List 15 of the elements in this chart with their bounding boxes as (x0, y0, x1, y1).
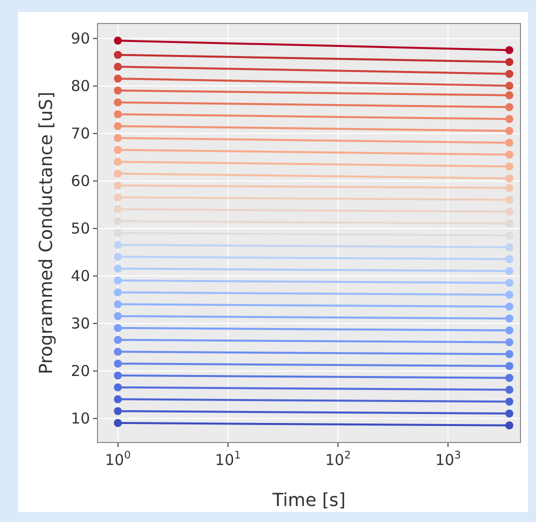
y-tick-label: 10 (70, 410, 90, 428)
y-tick-label: 70 (70, 124, 90, 142)
y-tick-label: 90 (70, 30, 90, 48)
y-axis-title: Programmed Conductance [uS] (36, 92, 57, 374)
y-tick-label: 20 (70, 362, 90, 380)
y-tick-label: 40 (70, 267, 90, 285)
x-tick-label: 10$^{0}$ (104, 450, 131, 469)
x-axis-title: Time [s] (271, 490, 346, 511)
x-tick-label: 10$^{2}$ (325, 450, 351, 469)
y-tick-label: 30 (70, 314, 90, 332)
y-tick-label: 60 (70, 172, 90, 190)
y-tick-label: 80 (70, 77, 90, 95)
x-tick-label: 10$^{3}$ (435, 450, 461, 469)
y-tick-label: 50 (70, 220, 90, 238)
x-tick-label: 10$^{1}$ (215, 450, 241, 469)
